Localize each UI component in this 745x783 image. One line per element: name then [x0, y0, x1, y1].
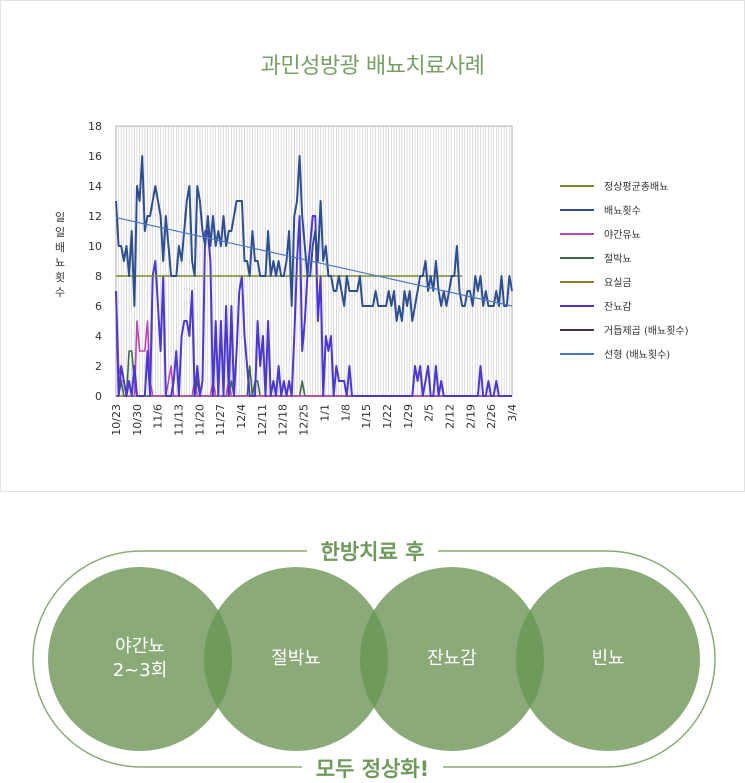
- series-line: [115, 155, 513, 322]
- legend-item: 잔뇨감: [560, 298, 740, 314]
- legend-item: 선형 (배뇨횟수): [560, 346, 740, 362]
- x-tick-label: 10/30: [131, 404, 144, 436]
- y-tick-label: 6: [95, 300, 102, 313]
- circle: [360, 567, 544, 751]
- circle-label: 빈뇨: [591, 648, 625, 669]
- legend-swatch: [560, 305, 594, 307]
- x-tick-label: 2/26: [485, 404, 498, 429]
- after-treatment-section: 한방치료 후 모두 정상화! 야간뇨 2~3회 절박뇨 잔뇨감 빈뇨: [0, 500, 745, 781]
- series-line: [115, 215, 512, 397]
- y-axis-label-char: 일: [54, 226, 66, 239]
- x-tick-label: 12/18: [277, 404, 290, 436]
- legend-label: 정상평균총배뇨: [604, 182, 669, 193]
- circle-label: 잔뇨감: [427, 648, 477, 669]
- x-tick-label: 1/29: [402, 404, 415, 429]
- legend-item: 배뇨횟수: [560, 202, 740, 218]
- x-tick-label: 1/1: [318, 404, 331, 422]
- y-tick-label: 4: [95, 330, 102, 343]
- x-tick-label: 1/22: [381, 404, 394, 429]
- x-tick-label: 12/4: [235, 404, 248, 429]
- legend-swatch: [560, 233, 594, 235]
- legend-swatch: [560, 257, 594, 259]
- after-footer: 모두 정상화!: [0, 753, 745, 783]
- y-axis-label-char: 뇨: [54, 256, 66, 269]
- after-title: 한방치료 후: [0, 536, 745, 566]
- legend-item: 야간유뇨: [560, 226, 740, 242]
- legend-item: 요실금: [560, 274, 740, 290]
- circle: [204, 567, 388, 751]
- legend-swatch: [560, 329, 594, 331]
- y-tick-label: 8: [95, 270, 102, 283]
- y-tick-label: 16: [88, 150, 102, 163]
- legend-swatch: [560, 281, 594, 283]
- circle: [516, 567, 700, 751]
- y-tick-label: 18: [88, 120, 102, 133]
- y-tick-label: 2: [95, 360, 102, 373]
- x-tick-label: 1/8: [339, 404, 352, 422]
- legend-label: 배뇨횟수: [604, 206, 641, 217]
- legend-swatch: [560, 353, 594, 355]
- x-tick-label: 11/27: [214, 404, 227, 436]
- circle: [48, 567, 232, 751]
- x-tick-label: 11/13: [173, 404, 186, 436]
- venn-diagram: [32, 550, 716, 768]
- x-tick-label: 2/5: [423, 404, 436, 422]
- line-chart: 0 2 4 6 8 10 12 14 16 18 10/23 10/30 11/6 11/13 11/20 1…: [88, 120, 519, 436]
- y-tick-label: 10: [88, 240, 102, 253]
- x-tick-label: 3/4: [506, 404, 519, 422]
- circle-label: 야간뇨 2~3회: [112, 636, 168, 681]
- x-tick-label: 12/11: [256, 404, 269, 436]
- y-axis-label-char: 일: [54, 211, 66, 224]
- legend-item: 절박뇨: [560, 250, 740, 266]
- legend-item: 거듭제곱 (배뇨횟수): [560, 322, 740, 338]
- y-axis-label-char: 배: [54, 241, 66, 254]
- x-tick-label: 11/6: [152, 404, 165, 429]
- circle-label: 절박뇨: [271, 648, 321, 669]
- legend-swatch: [560, 209, 594, 211]
- legend-label: 선형 (배뇨횟수): [604, 350, 671, 361]
- x-tick-label: 11/20: [193, 404, 206, 436]
- x-tick-label: 1/15: [360, 404, 373, 429]
- y-axis-label-char: 수: [54, 286, 66, 299]
- y-tick-label: 0: [95, 390, 102, 403]
- legend-label: 야간유뇨: [604, 230, 641, 241]
- legend-label: 절박뇨: [604, 254, 632, 265]
- x-tick-label: 2/12: [443, 404, 456, 429]
- x-tick-label: 2/19: [464, 404, 477, 429]
- x-tick-label: 12/25: [298, 404, 311, 436]
- y-axis-label-char: 횟: [54, 271, 66, 284]
- legend-item: 정상평균총배뇨: [560, 178, 740, 194]
- y-tick-label: 12: [88, 210, 102, 223]
- legend-swatch: [560, 185, 594, 187]
- x-tick-label: 10/23: [110, 404, 123, 436]
- legend-label: 거듭제곱 (배뇨횟수): [604, 326, 689, 337]
- legend-label: 요실금: [604, 278, 632, 289]
- legend-label: 잔뇨감: [604, 302, 632, 313]
- chart-title: 과민성방광 배뇨치료사례: [260, 54, 485, 79]
- trend-line: [115, 216, 513, 307]
- y-tick-label: 14: [88, 180, 102, 193]
